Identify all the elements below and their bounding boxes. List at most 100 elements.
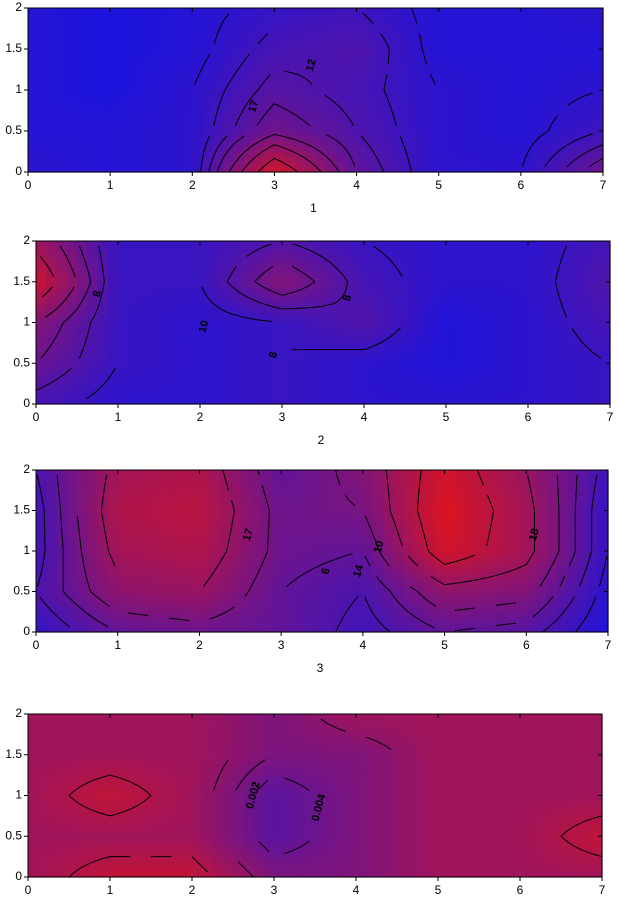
field-cell (456, 332, 468, 339)
field-cell (38, 38, 50, 45)
field-cell (251, 353, 263, 359)
contour-line (333, 301, 337, 305)
field-cell (261, 337, 273, 344)
field-cell (77, 368, 88, 375)
field-cell (79, 18, 91, 24)
field-cell (305, 95, 317, 101)
field-cell (425, 276, 437, 283)
field-cell (531, 28, 542, 35)
field-cell (230, 388, 242, 395)
field-cell (384, 337, 396, 344)
field-cell (79, 8, 91, 14)
field-cell (394, 388, 406, 395)
field-cell (325, 166, 337, 173)
field-cell (577, 621, 589, 628)
field-cell (516, 566, 527, 572)
field-cell (128, 337, 140, 344)
field-cell (200, 297, 211, 303)
field-cell (69, 84, 80, 91)
field-cell (274, 74, 286, 81)
contour-line (39, 255, 45, 262)
field-cell (356, 141, 368, 147)
field-cell (538, 302, 550, 308)
field-cell (466, 368, 478, 375)
field-cell (356, 28, 368, 35)
field-cell (46, 307, 58, 313)
field-cell (58, 74, 70, 81)
contour-line (215, 146, 220, 152)
field-cell (118, 286, 129, 293)
field-cell (230, 281, 242, 288)
field-cell (87, 302, 99, 308)
field-cell (161, 131, 173, 137)
field-cell (159, 317, 170, 324)
field-cell (110, 110, 122, 117)
field-cell (579, 317, 591, 324)
contour-line (259, 138, 265, 142)
field-cell (138, 276, 150, 283)
field-cell (405, 332, 416, 339)
field-cell (148, 327, 160, 334)
field-cell (333, 286, 345, 293)
field-cell (89, 38, 101, 45)
field-cell (140, 141, 152, 147)
contour-line (245, 161, 251, 168)
field-cell (469, 33, 481, 40)
field-cell (171, 43, 183, 50)
field-cell (230, 322, 242, 329)
field-cell (353, 261, 365, 268)
field-cell (169, 358, 181, 364)
field-cell (140, 156, 152, 163)
field-cell (323, 281, 334, 288)
field-cell (66, 571, 78, 577)
field-cell (192, 151, 204, 158)
field-cell (311, 576, 323, 582)
field-cell (353, 337, 365, 344)
field-cell (415, 302, 427, 308)
contour-line (376, 158, 380, 162)
field-cell (200, 322, 211, 329)
field-cell (87, 286, 99, 293)
field-cell (294, 120, 306, 127)
field-cell (362, 611, 374, 618)
field-cell (171, 110, 183, 117)
field-cell (446, 327, 457, 334)
field-cell (220, 322, 232, 329)
field-cell (315, 161, 327, 168)
field-cell (397, 136, 409, 142)
field-cell (589, 261, 601, 268)
field-cell (599, 368, 611, 375)
field-cell (356, 59, 368, 65)
field-cell (171, 13, 183, 19)
field-cell (230, 266, 242, 273)
field-cell (497, 256, 509, 262)
field-cell (264, 18, 276, 24)
field-cell (315, 64, 327, 71)
field-cell (336, 90, 347, 96)
field-cell (161, 74, 173, 81)
field-cell (558, 332, 570, 339)
field-cell (241, 368, 252, 375)
field-cell (342, 591, 354, 598)
field-cell (210, 347, 222, 354)
contour-line (343, 276, 349, 283)
field-cell (199, 586, 211, 593)
field-cell (127, 586, 139, 593)
contour-line (97, 301, 101, 308)
field-cell (469, 84, 481, 91)
field-cell (230, 378, 242, 385)
field-cell (87, 626, 98, 633)
field-cell (97, 373, 109, 380)
field-cell (250, 571, 262, 577)
field-cell (294, 49, 306, 55)
field-cell (364, 353, 375, 359)
field-cell (531, 95, 542, 101)
field-cell (469, 110, 481, 117)
field-cell (169, 398, 181, 405)
field-cell (179, 621, 190, 628)
field-cell (577, 591, 589, 598)
field-cell (424, 611, 435, 618)
field-cell (148, 551, 160, 557)
field-cell (140, 54, 152, 60)
field-cell (407, 105, 419, 112)
